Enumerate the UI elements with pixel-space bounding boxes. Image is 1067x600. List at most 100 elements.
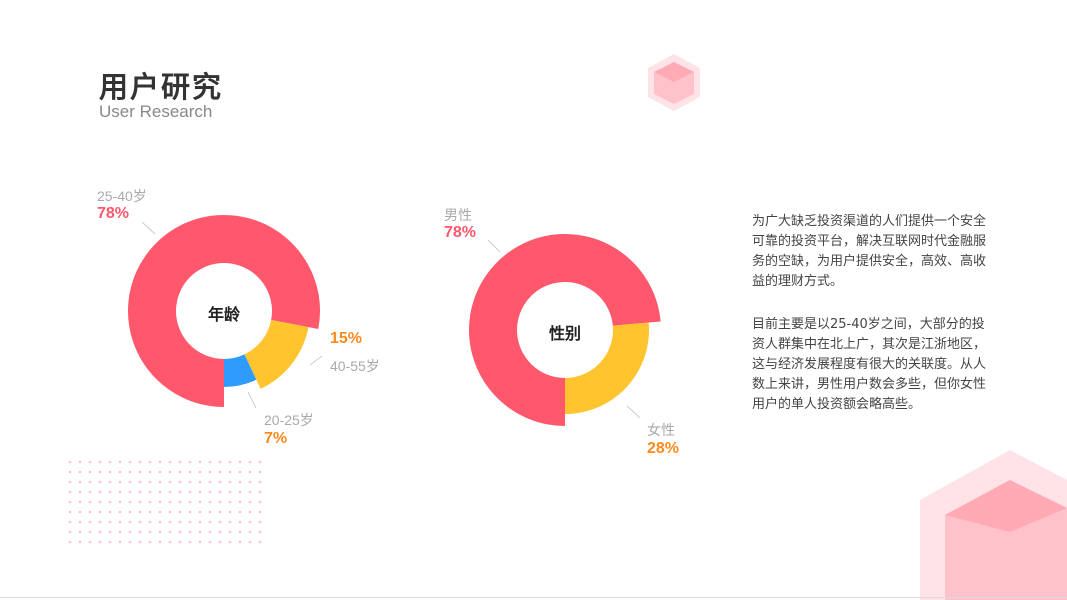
dot bbox=[238, 530, 242, 534]
dot bbox=[98, 490, 102, 494]
dot bbox=[248, 500, 252, 504]
dot bbox=[138, 470, 142, 474]
dot bbox=[188, 490, 192, 494]
dot bbox=[128, 510, 132, 514]
dot bbox=[98, 480, 102, 484]
leader-line bbox=[309, 355, 323, 366]
dot bbox=[198, 510, 202, 514]
dot bbox=[198, 470, 202, 474]
leader-line bbox=[247, 391, 257, 409]
description-paragraph-1: 为广大缺乏投资渠道的人们提供一个安全可靠的投资平台，解决互联网时代金融服务的空缺… bbox=[752, 214, 987, 289]
dot-grid-decoration bbox=[68, 460, 262, 544]
dot bbox=[218, 480, 222, 484]
dot bbox=[68, 520, 72, 524]
dot bbox=[198, 500, 202, 504]
dot bbox=[178, 510, 182, 514]
dot bbox=[78, 490, 82, 494]
dot bbox=[128, 470, 132, 474]
page-subtitle: User Research bbox=[99, 102, 213, 121]
dot bbox=[228, 480, 232, 484]
dot bbox=[258, 480, 262, 484]
dot bbox=[138, 540, 142, 544]
dot bbox=[168, 490, 172, 494]
dot bbox=[158, 540, 162, 544]
dot bbox=[168, 510, 172, 514]
dot bbox=[168, 470, 172, 474]
slice-1 bbox=[244, 319, 309, 389]
dot bbox=[128, 500, 132, 504]
dot bbox=[158, 460, 162, 464]
dot bbox=[78, 520, 82, 524]
dot bbox=[118, 500, 122, 504]
age-pct-40-55: 15% bbox=[330, 330, 363, 347]
dot bbox=[188, 540, 192, 544]
leader-line bbox=[141, 221, 156, 235]
dot bbox=[208, 500, 212, 504]
dot bbox=[98, 460, 102, 464]
dot bbox=[168, 530, 172, 534]
dot bbox=[108, 510, 112, 514]
dot bbox=[128, 540, 132, 544]
dot bbox=[98, 470, 102, 474]
dot bbox=[108, 520, 112, 524]
bottom-divider bbox=[0, 597, 1067, 598]
dot bbox=[168, 540, 172, 544]
dot bbox=[238, 510, 242, 514]
dot bbox=[118, 510, 122, 514]
dot bbox=[198, 520, 202, 524]
dot bbox=[248, 480, 252, 484]
dot bbox=[88, 520, 92, 524]
dot bbox=[78, 470, 82, 474]
dot bbox=[208, 490, 212, 494]
dot bbox=[208, 480, 212, 484]
dot bbox=[78, 540, 82, 544]
dot bbox=[168, 460, 172, 464]
dot bbox=[118, 480, 122, 484]
dot bbox=[68, 540, 72, 544]
dot bbox=[208, 540, 212, 544]
dot bbox=[88, 500, 92, 504]
dot bbox=[128, 490, 132, 494]
dot bbox=[108, 480, 112, 484]
dot bbox=[228, 530, 232, 534]
dot bbox=[248, 490, 252, 494]
dot bbox=[218, 530, 222, 534]
dot bbox=[258, 540, 262, 544]
dot bbox=[188, 480, 192, 484]
dot bbox=[228, 490, 232, 494]
dot bbox=[178, 530, 182, 534]
dot bbox=[228, 520, 232, 524]
dot bbox=[138, 510, 142, 514]
dot bbox=[218, 500, 222, 504]
dot bbox=[128, 460, 132, 464]
dot bbox=[68, 470, 72, 474]
dot bbox=[118, 460, 122, 464]
dot bbox=[238, 480, 242, 484]
cube-bottom-decoration bbox=[920, 450, 1067, 600]
age-pct-25-40: 78% bbox=[97, 205, 130, 222]
age-donut-chart bbox=[128, 215, 320, 407]
dot bbox=[138, 500, 142, 504]
age-chart-center-label: 年龄 bbox=[207, 305, 240, 324]
dot bbox=[68, 460, 72, 464]
leader-line bbox=[487, 239, 501, 253]
dot bbox=[118, 490, 122, 494]
dot bbox=[88, 530, 92, 534]
dot bbox=[118, 540, 122, 544]
dot bbox=[68, 500, 72, 504]
dot bbox=[188, 520, 192, 524]
dot bbox=[98, 540, 102, 544]
dot bbox=[88, 480, 92, 484]
age-label-20-25: 20-25岁 bbox=[264, 412, 314, 428]
slice-0 bbox=[128, 215, 320, 407]
dot bbox=[188, 500, 192, 504]
dot bbox=[108, 540, 112, 544]
gender-pct-male: 78% bbox=[444, 224, 477, 241]
dot bbox=[138, 490, 142, 494]
dot bbox=[258, 530, 262, 534]
dot bbox=[168, 500, 172, 504]
dot bbox=[108, 490, 112, 494]
dot bbox=[228, 500, 232, 504]
dot bbox=[128, 480, 132, 484]
